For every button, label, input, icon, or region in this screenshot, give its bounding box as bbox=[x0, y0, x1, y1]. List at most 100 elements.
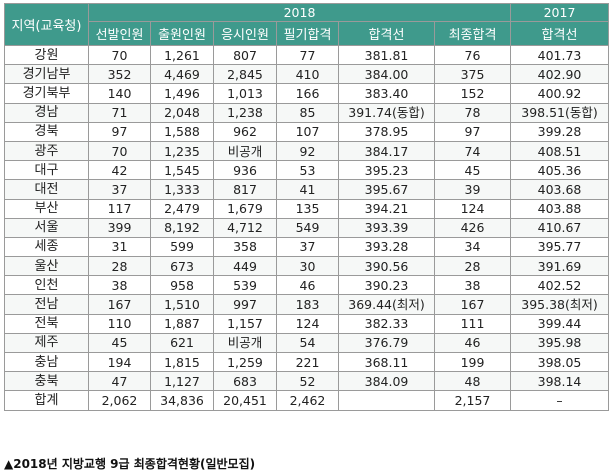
cell-applicants: 2,048 bbox=[150, 102, 214, 123]
cell-selected: 31 bbox=[88, 236, 151, 258]
cell-region: 서울 bbox=[4, 217, 89, 238]
cell-written-pass: 166 bbox=[276, 83, 339, 104]
cell-examinees: 비공개 bbox=[213, 140, 277, 162]
cell-final-pass: 39 bbox=[434, 179, 511, 200]
year-2018-header: 2018 bbox=[88, 3, 511, 22]
cell-applicants: 621 bbox=[150, 332, 214, 354]
cell-selected: 45 bbox=[88, 332, 151, 354]
cell-selected: 70 bbox=[88, 140, 151, 162]
cell-final-pass: 199 bbox=[434, 351, 511, 373]
cell-cutoff-2017: 398.14 bbox=[510, 371, 609, 392]
cell-region: 광주 bbox=[4, 140, 89, 162]
cell-cutoff-2017: 401.73 bbox=[510, 44, 609, 66]
cell-final-pass: 34 bbox=[434, 236, 511, 258]
recruitment-results-table: 지역(교육청) 2018 2017 선발인원 출원인원 응시인원 필기합격 합격… bbox=[4, 3, 609, 411]
column-header-cutoff-2018: 합격선 bbox=[338, 21, 435, 46]
cell-written-pass: 53 bbox=[276, 160, 339, 181]
cell-final-pass: 74 bbox=[434, 140, 511, 162]
total-cell-examinees: 20,451 bbox=[213, 390, 277, 411]
cell-applicants: 1,496 bbox=[150, 83, 214, 104]
cell-applicants: 1,887 bbox=[150, 313, 214, 334]
cell-region: 제주 bbox=[4, 332, 89, 354]
cell-final-pass: 38 bbox=[434, 275, 511, 296]
cell-cutoff-2018: 395.67 bbox=[338, 179, 435, 200]
cell-applicants: 1,333 bbox=[150, 179, 214, 200]
table-row: 울산 28 673 449 30 390.56 28 391.69 bbox=[4, 256, 609, 277]
cell-applicants: 1,510 bbox=[150, 294, 214, 315]
cell-applicants: 1,261 bbox=[150, 44, 214, 66]
table-row: 충북 47 1,127 683 52 384.09 48 398.14 bbox=[4, 371, 609, 392]
cell-applicants: 1,588 bbox=[150, 121, 214, 142]
cell-final-pass: 78 bbox=[434, 102, 511, 123]
cell-cutoff-2017: 408.51 bbox=[510, 140, 609, 162]
cell-cutoff-2017: 398.05 bbox=[510, 351, 609, 373]
cell-region: 경북 bbox=[4, 121, 89, 142]
total-cell-cutoff-2017: – bbox=[510, 390, 609, 411]
cell-final-pass: 97 bbox=[434, 121, 511, 142]
cell-region: 인천 bbox=[4, 275, 89, 296]
cell-selected: 117 bbox=[88, 198, 151, 219]
year-2017-header: 2017 bbox=[510, 3, 609, 22]
cell-final-pass: 152 bbox=[434, 83, 511, 104]
cell-cutoff-2018: 368.11 bbox=[338, 351, 435, 373]
total-row: 합계 2,062 34,836 20,451 2,462 2,157– bbox=[4, 390, 609, 411]
cell-selected: 140 bbox=[88, 83, 151, 104]
cell-applicants: 1,127 bbox=[150, 371, 214, 392]
cell-cutoff-2017: 400.92 bbox=[510, 83, 609, 104]
column-header-written-pass: 필기합격 bbox=[276, 21, 339, 46]
column-header-final-pass: 최종합격 bbox=[434, 21, 511, 46]
cell-selected: 37 bbox=[88, 179, 151, 200]
cell-cutoff-2018: 393.39 bbox=[338, 217, 435, 238]
cell-selected: 352 bbox=[88, 64, 151, 85]
cell-written-pass: 410 bbox=[276, 64, 339, 85]
cell-examinees: 1,238 bbox=[213, 102, 277, 123]
cell-region: 경남 bbox=[4, 102, 89, 123]
cell-cutoff-2017: 395.77 bbox=[510, 236, 609, 258]
cell-selected: 42 bbox=[88, 160, 151, 181]
results-table-container: 지역(교육청) 2018 2017 선발인원 출원인원 응시인원 필기합격 합격… bbox=[4, 3, 609, 411]
table-row: 세종 31 599 358 37 393.28 34 395.77 bbox=[4, 236, 609, 258]
cell-cutoff-2017: 391.69 bbox=[510, 256, 609, 277]
cell-cutoff-2018: 390.23 bbox=[338, 275, 435, 296]
table-row: 전북 110 1,887 1,157 124 382.33 111 399.44 bbox=[4, 313, 609, 334]
table-row: 경기남부 352 4,469 2,845 410 384.00 375 402.90 bbox=[4, 64, 609, 85]
cell-cutoff-2018: 391.74(동합) bbox=[338, 102, 435, 123]
cell-region: 충북 bbox=[4, 371, 89, 392]
cell-examinees: 비공개 bbox=[213, 332, 277, 354]
table-row: 인천 38 958 539 46 390.23 38 402.52 bbox=[4, 275, 609, 296]
cell-final-pass: 111 bbox=[434, 313, 511, 334]
cell-cutoff-2018: 384.00 bbox=[338, 64, 435, 85]
cell-region: 경기남부 bbox=[4, 64, 89, 85]
cell-final-pass: 46 bbox=[434, 332, 511, 354]
cell-cutoff-2018: 384.17 bbox=[338, 140, 435, 162]
cell-selected: 110 bbox=[88, 313, 151, 334]
table-body: 강원 70 1,261 807 77 381.81 76 401.73 경기남부 352 4,469… bbox=[4, 44, 609, 411]
cell-cutoff-2018: 390.56 bbox=[338, 256, 435, 277]
region-column-header: 지역(교육청) bbox=[4, 3, 89, 46]
cell-cutoff-2017: 399.28 bbox=[510, 121, 609, 142]
cell-written-pass: 183 bbox=[276, 294, 339, 315]
cell-final-pass: 28 bbox=[434, 256, 511, 277]
cell-written-pass: 41 bbox=[276, 179, 339, 200]
cell-written-pass: 30 bbox=[276, 256, 339, 277]
table-row: 대구 42 1,545 936 53 395.23 45 405.36 bbox=[4, 160, 609, 181]
total-cell-applicants: 34,836 bbox=[150, 390, 214, 411]
cell-examinees: 1,259 bbox=[213, 351, 277, 373]
cell-final-pass: 76 bbox=[434, 44, 511, 66]
cell-cutoff-2018: 384.09 bbox=[338, 371, 435, 392]
cell-final-pass: 426 bbox=[434, 217, 511, 238]
cell-applicants: 958 bbox=[150, 275, 214, 296]
cell-selected: 70 bbox=[88, 44, 151, 66]
table-caption: ▲2018년 지방교행 9급 최종합격현황(일반모집) bbox=[4, 457, 256, 471]
cell-final-pass: 124 bbox=[434, 198, 511, 219]
cell-cutoff-2018: 394.21 bbox=[338, 198, 435, 219]
cell-selected: 167 bbox=[88, 294, 151, 315]
table-row: 대전 37 1,333 817 41 395.67 39 403.68 bbox=[4, 179, 609, 200]
cell-written-pass: 92 bbox=[276, 140, 339, 162]
cell-cutoff-2018: 378.95 bbox=[338, 121, 435, 142]
cell-examinees: 997 bbox=[213, 294, 277, 315]
cell-region: 세종 bbox=[4, 236, 89, 258]
cell-written-pass: 549 bbox=[276, 217, 339, 238]
table-row: 경북 97 1,588 962 107 378.95 97 399.28 bbox=[4, 121, 609, 142]
table-header: 지역(교육청) 2018 2017 선발인원 출원인원 응시인원 필기합격 합격… bbox=[4, 3, 609, 46]
